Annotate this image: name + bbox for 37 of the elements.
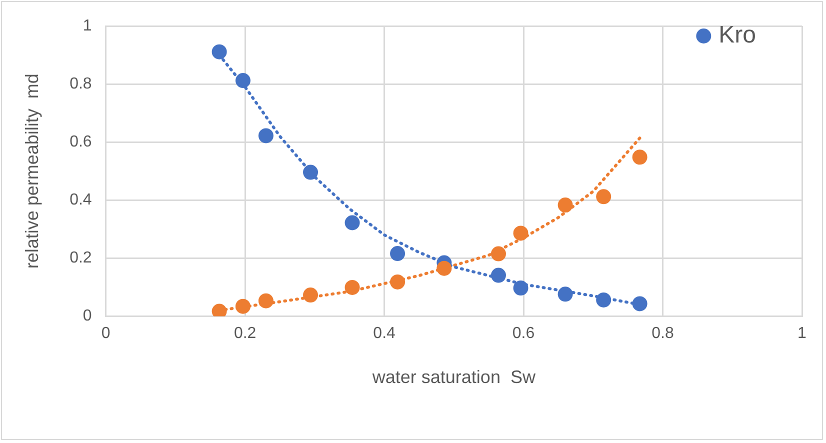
point (490, 246, 506, 262)
x-tick-label: 0.6 (512, 325, 535, 342)
point (344, 280, 360, 295)
point (436, 260, 452, 276)
point (303, 288, 318, 303)
point (596, 292, 612, 308)
y-axis-title: relative permeability md (22, 74, 42, 269)
point (632, 296, 648, 312)
point (513, 280, 528, 296)
y-tick-label: 0.2 (70, 250, 92, 267)
point (596, 189, 612, 204)
x-tick-label: 0 (101, 325, 110, 342)
x-tick-label: 1 (798, 325, 807, 342)
point (235, 298, 250, 314)
legend-label: Kro (718, 22, 756, 49)
y-tick-label: 0 (82, 308, 92, 325)
y-tick-label: 0.8 (70, 75, 92, 92)
point (513, 226, 528, 241)
point (558, 198, 573, 213)
point (258, 293, 274, 308)
point (212, 44, 227, 60)
point (235, 73, 250, 88)
point (390, 246, 406, 262)
point (558, 286, 573, 302)
point (344, 215, 360, 230)
point (632, 150, 648, 165)
point (490, 268, 506, 283)
point (258, 128, 274, 144)
point (390, 274, 406, 290)
x-axis-title: water saturation Sw (371, 367, 536, 388)
x-tick-label: 0.8 (652, 325, 674, 342)
x-tick-label: 0.4 (373, 325, 396, 342)
y-tick-label: 0.4 (70, 192, 92, 209)
x-tick-label: 0.2 (234, 325, 256, 342)
point (303, 164, 318, 180)
y-tick-label: 0.6 (70, 133, 92, 150)
y-tick-label: 1 (82, 17, 92, 34)
